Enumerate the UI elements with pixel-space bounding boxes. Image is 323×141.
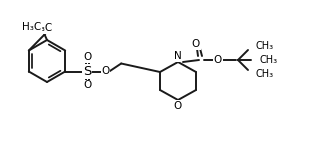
- Text: CH₃: CH₃: [256, 69, 274, 79]
- Text: N: N: [174, 51, 182, 61]
- Text: O: O: [214, 55, 222, 65]
- Text: S: S: [83, 65, 91, 78]
- Text: O: O: [83, 81, 91, 91]
- Text: O: O: [174, 101, 182, 111]
- Text: O: O: [101, 67, 109, 77]
- Text: CH₃: CH₃: [256, 41, 274, 51]
- Text: O: O: [192, 39, 200, 49]
- Text: H₃C: H₃C: [33, 23, 53, 33]
- Text: O: O: [83, 52, 91, 62]
- Text: H₃C: H₃C: [22, 22, 41, 32]
- Text: CH₃: CH₃: [260, 55, 278, 65]
